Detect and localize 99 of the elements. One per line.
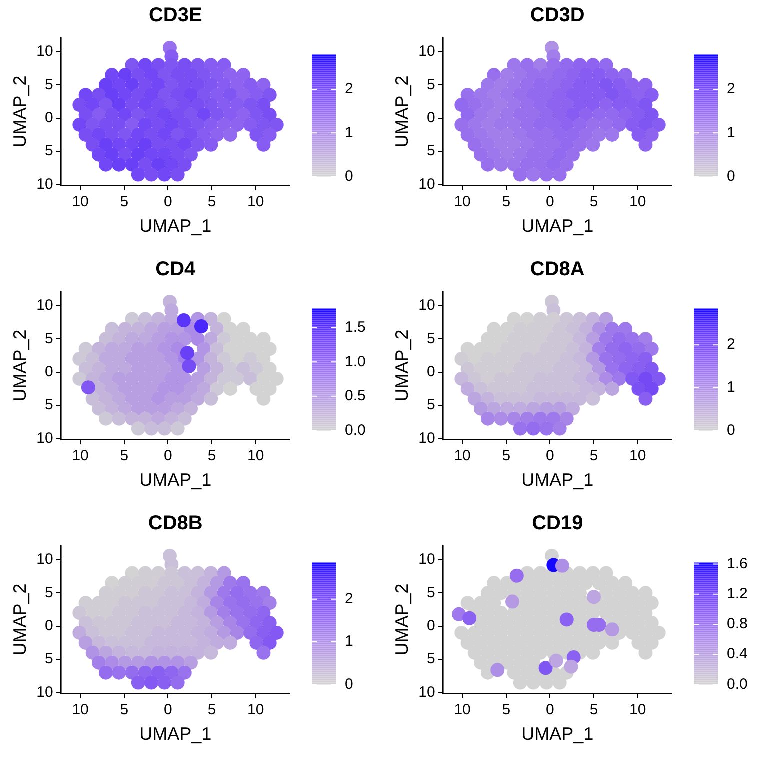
y-tick-label: 10 — [418, 430, 436, 447]
color-bar-label: 2 — [727, 80, 736, 98]
color-bar-label: 2 — [345, 80, 354, 98]
color-bar-label: 2 — [345, 590, 354, 608]
x-tick-label: 10 — [247, 448, 264, 465]
color-bar-label: 0 — [345, 676, 354, 693]
x-axis-title: UMAP_1 — [140, 470, 212, 490]
color-bar-label: 1 — [727, 379, 736, 396]
y-tick-label: 0 — [426, 617, 436, 634]
y-tick-label: 5 — [44, 142, 54, 160]
x-tick-label: 10 — [454, 702, 471, 719]
chart-title: CD3E — [148, 4, 202, 27]
color-bar-label: 0.0 — [727, 676, 748, 693]
color-bar-label: 1.0 — [345, 353, 366, 370]
y-tick-label: 5 — [44, 76, 54, 94]
color-bar-label: 0.5 — [345, 388, 366, 405]
x-tick-label: 10 — [629, 448, 646, 465]
color-bar-label: 1.6 — [727, 555, 748, 572]
y-axis-title: UMAP_2 — [392, 330, 412, 402]
x-tick-label: 5 — [502, 448, 511, 465]
x-tick-label: 5 — [590, 702, 598, 719]
y-tick-label: 10 — [36, 551, 54, 568]
y-tick-label: 5 — [44, 330, 54, 348]
x-tick-label: 10 — [629, 702, 646, 719]
y-tick-label: 5 — [44, 650, 54, 668]
y-tick-label: 10 — [418, 176, 436, 193]
x-axis-title: UMAP_1 — [140, 724, 212, 744]
y-tick-label: 10 — [418, 551, 436, 568]
y-tick-label: 10 — [418, 43, 436, 60]
color-bar-label: 0.0 — [345, 422, 366, 439]
x-tick-label: 0 — [546, 702, 554, 719]
color-bar-label: 2 — [727, 336, 736, 354]
x-tick-label: 5 — [208, 194, 216, 211]
x-tick-label: 5 — [208, 702, 216, 719]
x-tick-label: 5 — [208, 448, 216, 465]
chart-title: CD8B — [148, 512, 203, 535]
x-tick-label: 5 — [590, 194, 598, 211]
y-tick-label: 0 — [426, 109, 436, 126]
x-tick-label: 5 — [120, 702, 129, 719]
y-tick-label: 10 — [36, 176, 54, 193]
y-tick-label: 10 — [36, 297, 54, 314]
x-axis-title: UMAP_1 — [522, 470, 594, 490]
y-tick-label: 5 — [44, 396, 54, 414]
color-bar-label: 1.2 — [727, 585, 748, 602]
chart-title: CD4 — [156, 258, 197, 281]
y-tick-label: 0 — [44, 363, 54, 380]
x-axis-title: UMAP_1 — [522, 216, 594, 236]
y-tick-label: 0 — [426, 363, 436, 380]
chart-title: CD19 — [532, 512, 584, 535]
y-tick-label: 5 — [426, 330, 436, 348]
y-axis-title: UMAP_2 — [10, 584, 30, 656]
x-tick-label: 10 — [72, 194, 89, 211]
y-tick-label: 5 — [426, 650, 436, 668]
x-tick-label: 0 — [164, 194, 172, 211]
x-axis-title: UMAP_1 — [140, 216, 212, 236]
y-axis-title: UMAP_2 — [10, 330, 30, 402]
y-tick-label: 10 — [418, 297, 436, 314]
x-tick-label: 10 — [72, 702, 89, 719]
y-tick-label: 10 — [36, 43, 54, 60]
y-tick-label: 0 — [44, 109, 54, 126]
color-bar-label: 1 — [345, 124, 354, 142]
color-bar-label: 0 — [727, 168, 736, 185]
y-tick-label: 5 — [426, 396, 436, 414]
x-tick-label: 10 — [454, 448, 471, 465]
x-tick-label: 0 — [546, 194, 554, 211]
y-axis-title: UMAP_2 — [10, 76, 30, 148]
x-tick-label: 5 — [120, 448, 129, 465]
y-tick-label: 0 — [44, 617, 54, 634]
color-bar-label: 0 — [727, 422, 736, 439]
y-tick-label: 5 — [426, 584, 436, 602]
y-tick-label: 10 — [418, 684, 436, 701]
color-bar-label: 0.4 — [727, 646, 748, 663]
y-tick-label: 10 — [36, 430, 54, 447]
color-bar-label: 1 — [345, 633, 354, 650]
color-bar-label: 1 — [727, 124, 736, 142]
x-axis-title: UMAP_1 — [522, 724, 594, 744]
y-tick-label: 5 — [426, 76, 436, 94]
x-tick-label: 0 — [164, 702, 172, 719]
color-bar-label: 0.8 — [727, 616, 748, 633]
x-tick-label: 10 — [454, 194, 471, 211]
x-tick-label: 10 — [629, 194, 646, 211]
x-tick-label: 10 — [247, 702, 264, 719]
x-tick-label: 5 — [502, 194, 511, 211]
color-bar-label: 1.5 — [345, 319, 366, 336]
chart-title: CD3D — [530, 4, 585, 27]
y-axis-title: UMAP_2 — [392, 584, 412, 656]
x-tick-label: 5 — [502, 702, 511, 719]
x-tick-label: 5 — [120, 194, 129, 211]
y-tick-label: 5 — [44, 584, 54, 602]
color-bar-label: 0 — [345, 168, 354, 185]
x-tick-label: 10 — [72, 448, 89, 465]
x-tick-label: 0 — [164, 448, 172, 465]
y-axis-title: UMAP_2 — [392, 76, 412, 148]
chart-title: CD8A — [530, 258, 585, 281]
x-tick-label: 0 — [546, 448, 554, 465]
y-tick-label: 10 — [36, 684, 54, 701]
x-tick-label: 5 — [590, 448, 598, 465]
x-tick-label: 10 — [247, 194, 264, 211]
y-tick-label: 5 — [426, 142, 436, 160]
